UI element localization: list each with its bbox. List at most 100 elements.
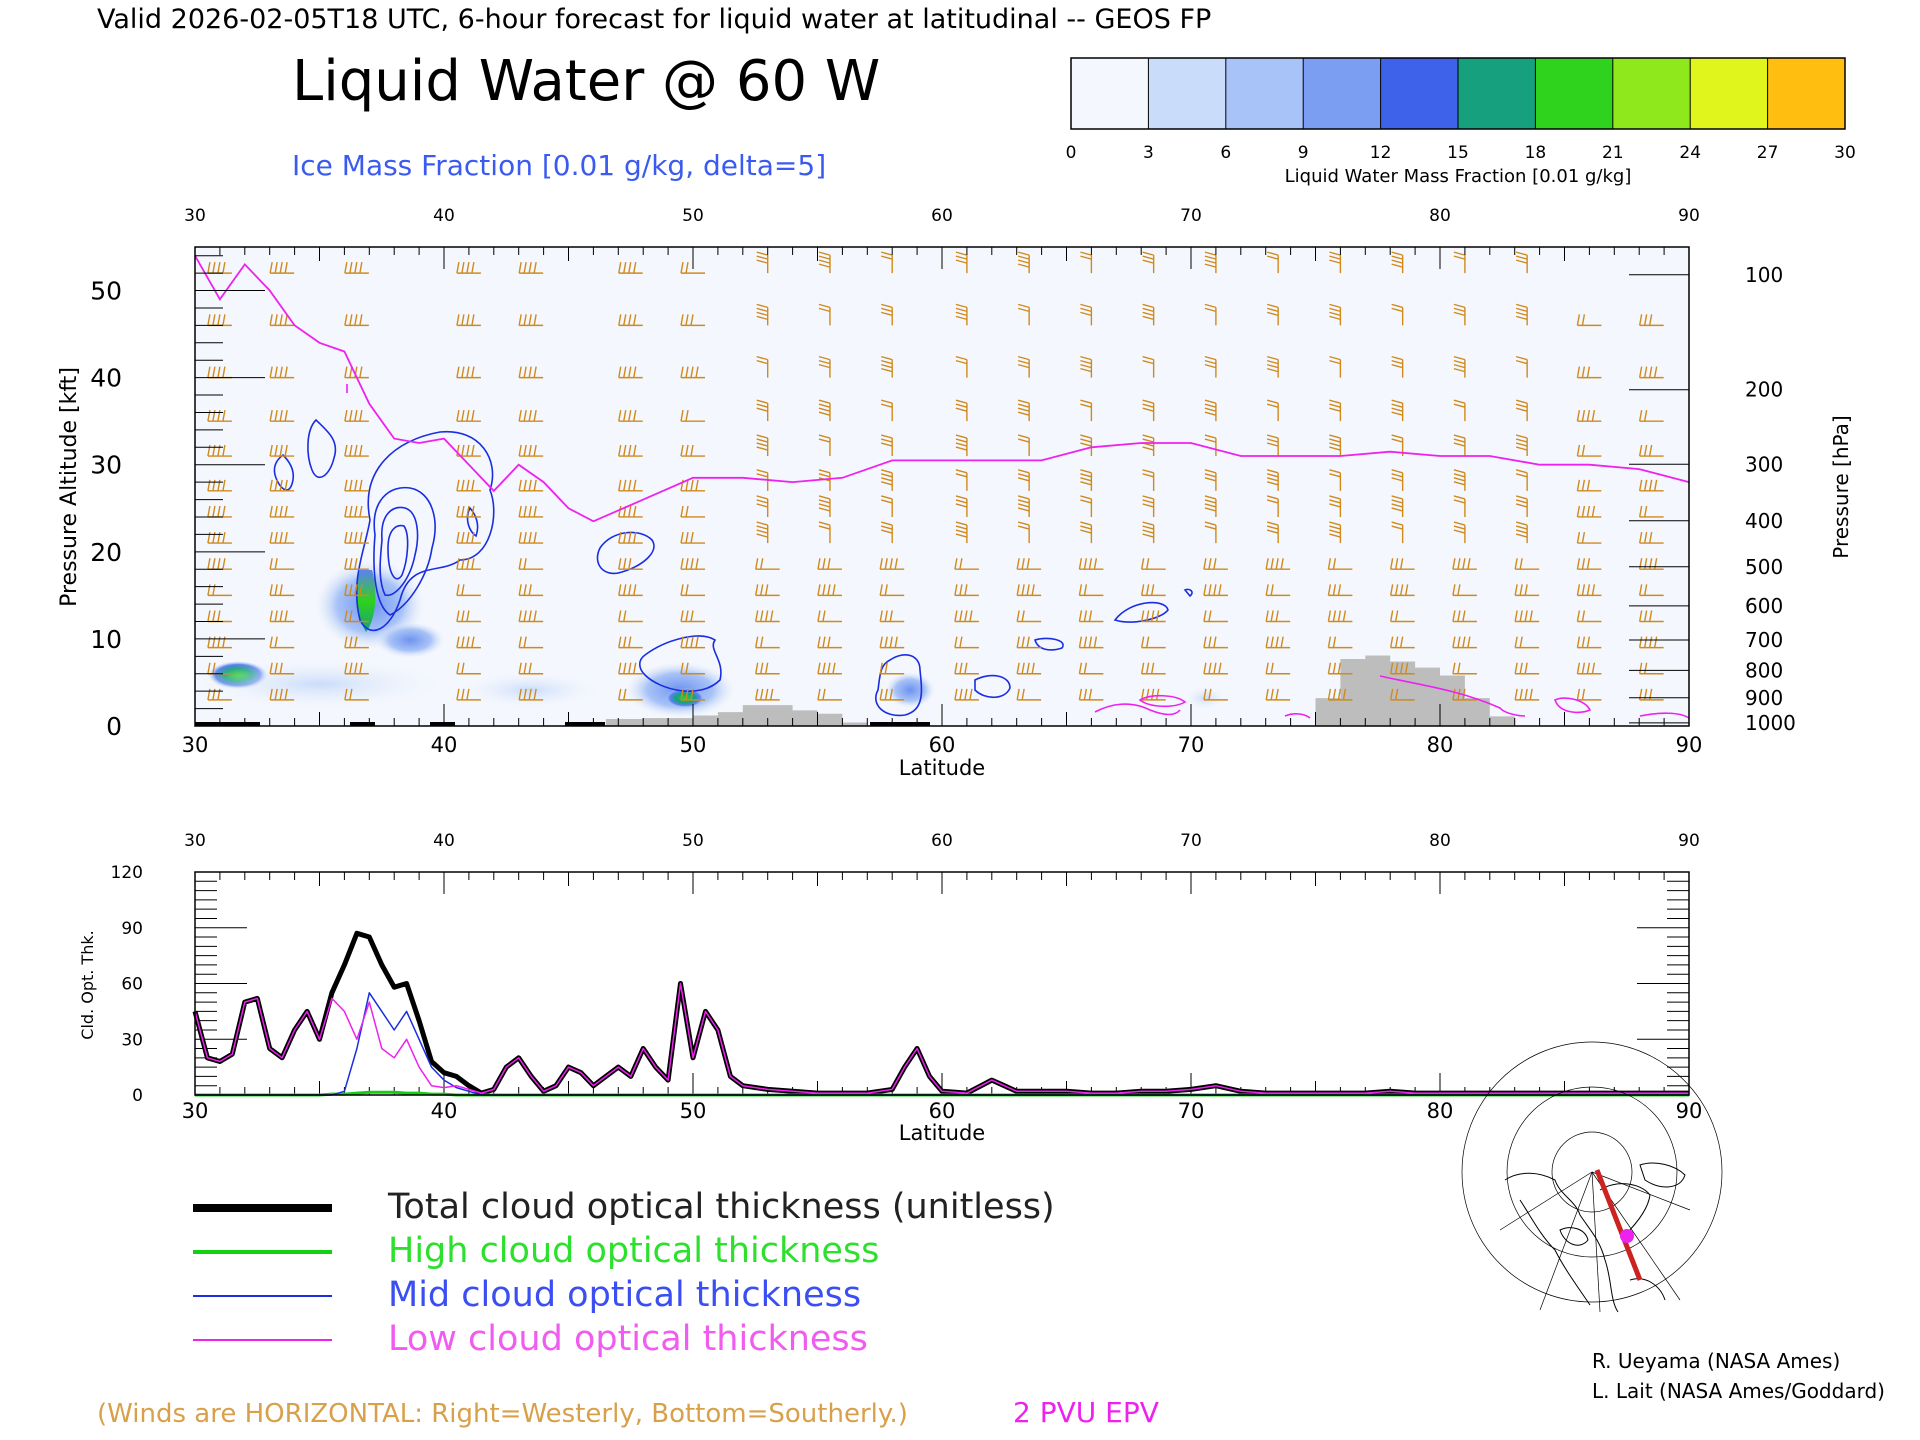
- wind-barb: [1017, 355, 1030, 378]
- wind-barb: [1080, 251, 1093, 274]
- wind-barb: [1142, 495, 1155, 517]
- wind-barb: [618, 366, 643, 379]
- wind-barb: [518, 479, 544, 492]
- wind-barb: [1638, 410, 1664, 422]
- wind-barb: [618, 558, 643, 570]
- wind-barb: [1327, 610, 1353, 623]
- wind-barb: [344, 558, 369, 570]
- map-meridian: [1591, 1171, 1601, 1313]
- wind-barb: [456, 636, 481, 649]
- wind-barb: [881, 251, 893, 274]
- top-lat-tick-label: 60: [931, 206, 953, 226]
- wind-barb: [1204, 251, 1217, 274]
- wind-barb: [818, 399, 831, 422]
- wind-barb: [955, 434, 968, 457]
- wind-barb: [817, 636, 842, 649]
- wind-barb: [1142, 434, 1155, 457]
- wind-barb: [618, 479, 643, 492]
- colorbar-cell: [1535, 58, 1614, 129]
- wind-barb: [1638, 662, 1664, 675]
- wind-barb: [756, 355, 769, 378]
- hpa-tick-label: 700: [1745, 628, 1783, 652]
- hpa-tick-label: 100: [1745, 263, 1783, 287]
- wind-barb: [1327, 688, 1353, 701]
- wind-barb: [1452, 558, 1477, 570]
- wind-barb: [1515, 399, 1528, 422]
- optical-thickness-xlabel: Latitude: [899, 1121, 985, 1145]
- wind-barb: [1389, 636, 1415, 649]
- legend-label-total: Total cloud optical thickness (unitless): [387, 1187, 1055, 1227]
- legend-label-low: Low cloud optical thickness: [388, 1319, 868, 1359]
- bottom-lat-tick-label: 90: [1676, 733, 1703, 757]
- top-lat-tick-label: 70: [1180, 206, 1202, 226]
- top-lat-tick-label: 30: [184, 206, 206, 226]
- hpa-tick-label: 900: [1745, 686, 1783, 710]
- wind-barb: [1391, 495, 1404, 517]
- wind-barb: [1576, 366, 1602, 379]
- wind-barb: [269, 410, 295, 422]
- wind-barb: [1266, 495, 1279, 517]
- hpa-tick-label: 600: [1745, 594, 1783, 618]
- wind-barb: [817, 688, 842, 701]
- wind-barb: [1515, 303, 1528, 326]
- wind-barb: [1638, 610, 1664, 623]
- wind-barb: [1204, 355, 1217, 378]
- wind-barb: [881, 469, 893, 491]
- bottom-panel-top-tick-label: 40: [433, 831, 455, 851]
- ice-contour: [379, 506, 419, 596]
- map-coastline: [1559, 1227, 1589, 1246]
- colorbar-tick-label: 30: [1834, 143, 1856, 163]
- wind-barb: [1142, 251, 1155, 274]
- kft-tick-label: 50: [90, 277, 122, 306]
- wind-barb: [1638, 314, 1664, 327]
- colorbar-frame: [1070, 57, 1846, 130]
- wind-barb: [618, 688, 643, 701]
- wind-barb: [456, 444, 481, 457]
- colorbar-cell: [1612, 58, 1691, 129]
- wind-barb: [1017, 251, 1030, 274]
- map-meridian: [1591, 1171, 1691, 1211]
- wind-barb: [680, 479, 705, 492]
- wind-barb: [1638, 366, 1664, 379]
- wind-barb: [1638, 444, 1664, 457]
- opt-thk-tick-label: 120: [111, 863, 143, 883]
- colorbar-tick-label: 12: [1370, 143, 1392, 163]
- wind-barb: [1514, 610, 1540, 623]
- wind-barb: [817, 662, 842, 675]
- wind-barb: [1638, 558, 1664, 570]
- epv-contour: [1379, 675, 1526, 717]
- wind-barb: [680, 636, 705, 649]
- wind-barb: [618, 444, 643, 457]
- bottom-lat-tick-label: 80: [1427, 733, 1454, 757]
- wind-barb: [1638, 479, 1664, 492]
- colorbar: 0 3 6 9 12 15 18 21 24 27 30 Liquid Water Mass Fra…: [1066, 57, 1856, 187]
- wind-barb: [818, 521, 831, 544]
- wind-barb: [269, 558, 295, 570]
- wind-barb: [755, 610, 780, 623]
- bottom-panel-lat-tick-label: 90: [1676, 1099, 1703, 1123]
- wind-barb: [1016, 584, 1042, 597]
- wind-barb: [1576, 688, 1602, 701]
- colorbar-tick-label: 0: [1066, 143, 1077, 163]
- wind-barb: [1266, 251, 1279, 274]
- wind-barb: [755, 688, 780, 701]
- wind-barb: [680, 444, 705, 457]
- epv-contour: [1554, 697, 1592, 714]
- wind-barb: [1016, 610, 1042, 623]
- wind-barb: [1389, 662, 1415, 675]
- wind-barb: [756, 495, 769, 517]
- map-coastline: [1519, 1199, 1591, 1306]
- map-latitude-circle: [1506, 1086, 1678, 1258]
- epv-contour: [1138, 694, 1187, 708]
- wind-barb: [269, 584, 295, 597]
- wind-barb: [1389, 688, 1415, 701]
- wind-barb: [1389, 584, 1415, 597]
- wind-barb: [1389, 610, 1415, 623]
- wind-barb: [269, 531, 295, 544]
- wind-barb: [344, 688, 369, 701]
- wind-barb: [818, 495, 831, 517]
- wind-barb: [344, 662, 369, 675]
- wind-barb: [680, 366, 705, 379]
- optical-thickness-frame: [194, 871, 1690, 1096]
